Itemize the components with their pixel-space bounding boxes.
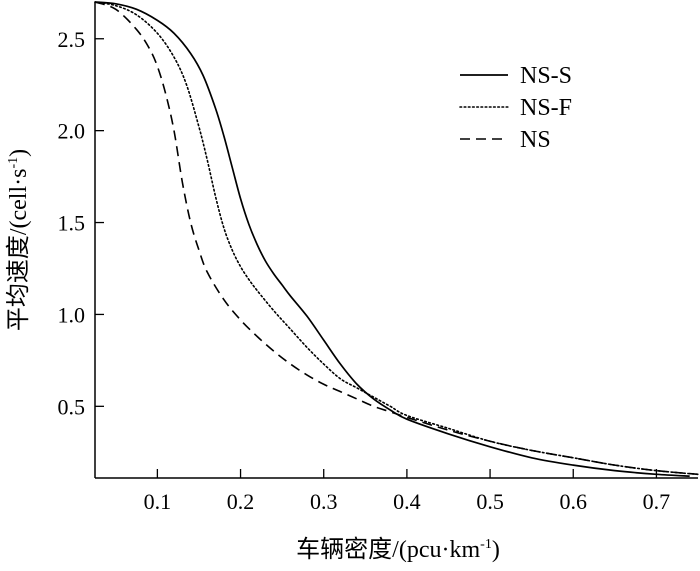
x-tick-label: 0.4: [393, 489, 421, 514]
x-tick-label: 0.2: [227, 489, 255, 514]
x-axis-ticks: 0.1 0.2 0.3 0.4 0.5 0.6 0.7: [144, 469, 671, 514]
y-tick-label: 2.0: [58, 119, 86, 144]
x-tick-label: 0.7: [643, 489, 671, 514]
series-line-ns-f: [94, 1, 699, 476]
legend: NS-S NS-F NS: [459, 63, 572, 153]
y-tick-label: 0.5: [58, 394, 86, 419]
y-axis-title: 平均速度/(cell·s-1): [5, 149, 32, 331]
series-lines: [94, 1, 699, 478]
y-tick-label: 2.5: [58, 27, 86, 52]
legend-label-ns-f: NS-F: [520, 95, 572, 121]
y-tick-label: 1.5: [58, 211, 86, 236]
series-line-ns: [94, 1, 699, 476]
x-axis-title: 车辆密度/(pcu·km-1): [296, 536, 500, 563]
y-axis-ticks: 0.5 1.0 1.5 2.0 2.5: [58, 27, 104, 419]
y-tick-label: 1.0: [58, 302, 86, 327]
x-tick-label: 0.6: [559, 489, 587, 514]
plot-frame: [94, 2, 698, 479]
legend-label-ns: NS: [520, 127, 551, 153]
x-tick-label: 0.5: [476, 489, 504, 514]
series-line-ns-s: [94, 1, 690, 478]
x-tick-label: 0.1: [144, 489, 172, 514]
x-tick-label: 0.3: [310, 489, 338, 514]
legend-label-ns-s: NS-S: [520, 63, 572, 89]
